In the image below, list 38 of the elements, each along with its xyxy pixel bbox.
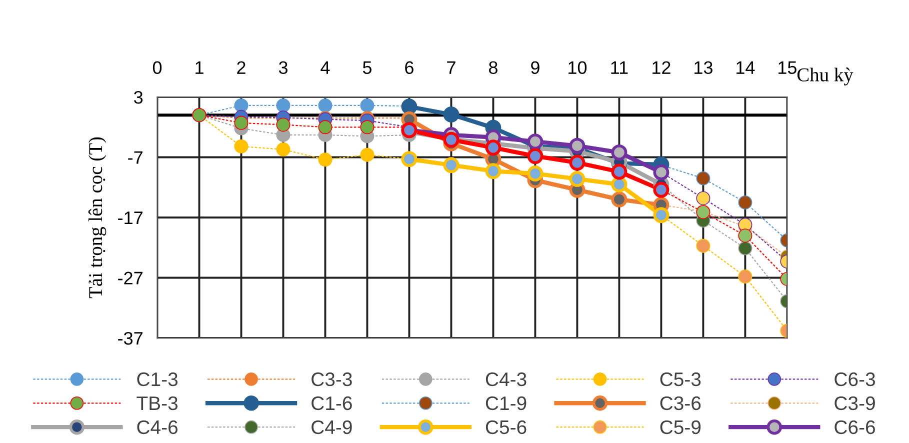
legend-label: C6-3	[834, 372, 875, 386]
legend-label: TB-3	[136, 396, 178, 410]
x-tick-label: 10	[568, 61, 587, 74]
y-tick-label: -27	[118, 272, 142, 284]
legend-label: C5-6	[486, 420, 526, 434]
legend-label: C1-9	[486, 396, 526, 410]
x-tick-label: 6	[405, 61, 414, 74]
y-axis-title: Tải trọng lên cọc (T)	[88, 137, 106, 298]
y-tick-label: 3	[134, 90, 143, 104]
x-tick-label: 12	[652, 61, 670, 74]
legend-label: C1-6	[312, 396, 352, 410]
y-tick-label: -7	[128, 151, 142, 164]
x-tick-label: 2	[237, 61, 246, 74]
legend-label: C3-3	[312, 372, 352, 386]
legend-label: C5-3	[660, 372, 701, 386]
legend-label: C1-3	[137, 372, 178, 386]
legend-label: C4-3	[486, 372, 526, 386]
x-tick-label: 11	[611, 61, 628, 74]
legend-label: C4-6	[137, 420, 178, 434]
legend-label: C6-6	[834, 420, 875, 434]
x-tick-label: 15	[778, 61, 796, 74]
x-tick-label: 8	[488, 61, 498, 74]
legend-label: C3-6	[660, 396, 701, 410]
x-tick-label: 7	[447, 61, 456, 74]
x-tick-label: 9	[531, 61, 540, 74]
legend-label: C3-9	[834, 396, 875, 410]
x-tick-label: 1	[196, 61, 204, 74]
x-axis-title: Chu kỳ	[797, 68, 854, 86]
x-tick-label: 13	[694, 61, 712, 74]
y-tick-label: -37	[118, 332, 142, 345]
legend-label: C5-9	[660, 420, 701, 434]
x-tick-label: 5	[362, 61, 372, 74]
x-tick-label: 0	[152, 61, 162, 74]
legend-label: C4-9	[312, 420, 352, 434]
x-tick-label: 4	[320, 61, 330, 74]
x-tick-label: 14	[736, 61, 755, 74]
x-tick-label: 3	[278, 61, 288, 74]
y-tick-label: -17	[118, 212, 142, 224]
